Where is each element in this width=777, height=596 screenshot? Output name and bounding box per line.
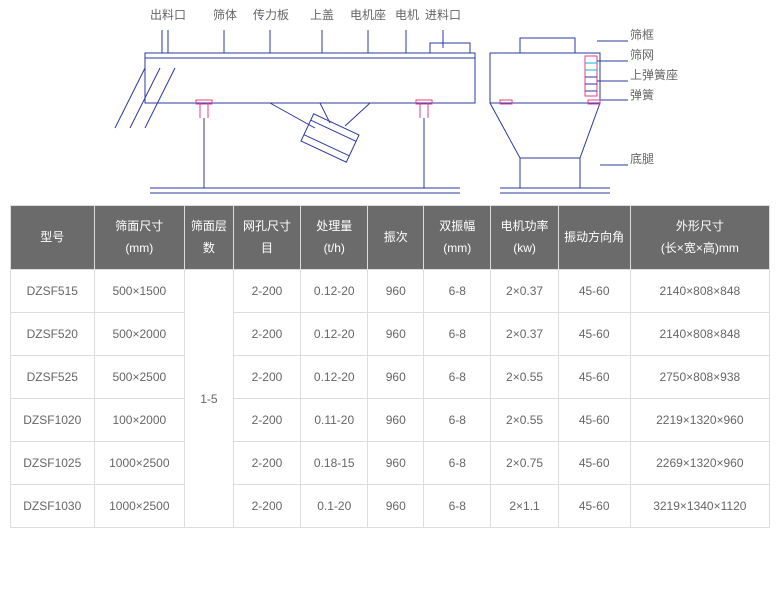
cell-mesh: 2-200 — [233, 399, 300, 442]
cell-angle: 45-60 — [558, 270, 630, 313]
cell-power: 2×0.37 — [491, 270, 558, 313]
cell-mesh: 2-200 — [233, 356, 300, 399]
th-freq: 振次 — [368, 206, 424, 270]
cell-dim: 2219×1320×960 — [630, 399, 769, 442]
th-angle: 振动方向角 — [558, 206, 630, 270]
cell-amp: 6-8 — [424, 313, 491, 356]
cell-model: DZSF520 — [11, 313, 95, 356]
cell-cap: 0.1-20 — [301, 485, 368, 528]
label-frame: 筛框 — [630, 26, 654, 43]
cell-size: 500×1500 — [94, 270, 185, 313]
table-header-row: 型号 筛面尺寸(mm) 筛面层数 网孔尺寸目 处理量(t/h) 振次 双振幅(m… — [11, 206, 770, 270]
cell-freq: 960 — [368, 270, 424, 313]
cell-size: 500×2000 — [94, 313, 185, 356]
table-row: DZSF515500×15001-52-2000.12-209606-82×0.… — [11, 270, 770, 313]
th-capacity: 处理量(t/h) — [301, 206, 368, 270]
cell-dim: 2140×808×848 — [630, 270, 769, 313]
cell-freq: 960 — [368, 356, 424, 399]
cell-size: 1000×2500 — [94, 485, 185, 528]
cell-power: 2×0.75 — [491, 442, 558, 485]
cell-model: DZSF515 — [11, 270, 95, 313]
cell-freq: 960 — [368, 399, 424, 442]
cell-model: DZSF525 — [11, 356, 95, 399]
th-power: 电机功率(kw) — [491, 206, 558, 270]
cell-angle: 45-60 — [558, 399, 630, 442]
cell-angle: 45-60 — [558, 485, 630, 528]
table-row: DZSF10251000×2500 2-2000.18-159606-82×0.7… — [11, 442, 770, 485]
cell-amp: 6-8 — [424, 356, 491, 399]
table-row: DZSF520500×2000 2-2000.12-209606-82×0.374… — [11, 313, 770, 356]
diagram-svg — [0, 8, 777, 208]
cell-mesh: 2-200 — [233, 485, 300, 528]
cell-power: 2×0.55 — [491, 356, 558, 399]
cell-model: DZSF1020 — [11, 399, 95, 442]
cell-model: DZSF1025 — [11, 442, 95, 485]
cell-angle: 45-60 — [558, 356, 630, 399]
table-row: DZSF10301000×2500 2-2000.1-209606-82×1.14… — [11, 485, 770, 528]
cell-cap: 0.18-15 — [301, 442, 368, 485]
label-spring: 弹簧 — [630, 86, 654, 103]
label-body: 筛体 — [213, 6, 237, 23]
cell-cap: 0.12-20 — [301, 313, 368, 356]
cell-mesh: 2-200 — [233, 313, 300, 356]
label-inlet: 进料口 — [425, 6, 461, 23]
cell-amp: 6-8 — [424, 442, 491, 485]
cell-amp: 6-8 — [424, 270, 491, 313]
label-motor: 电机 — [395, 6, 419, 23]
cell-model: DZSF1030 — [11, 485, 95, 528]
label-mesh: 筛网 — [630, 46, 654, 63]
cell-layers: 1-5 — [185, 270, 234, 528]
cell-dim: 3219×1340×1120 — [630, 485, 769, 528]
cell-freq: 960 — [368, 313, 424, 356]
spec-table: 型号 筛面尺寸(mm) 筛面层数 网孔尺寸目 处理量(t/h) 振次 双振幅(m… — [10, 205, 770, 528]
cell-cap: 0.11-20 — [301, 399, 368, 442]
cell-cap: 0.12-20 — [301, 270, 368, 313]
label-base-leg: 底腿 — [630, 150, 654, 167]
label-cover: 上盖 — [310, 6, 334, 23]
cell-amp: 6-8 — [424, 485, 491, 528]
cell-size: 1000×2500 — [94, 442, 185, 485]
cell-size: 500×2500 — [94, 356, 185, 399]
cell-mesh: 2-200 — [233, 442, 300, 485]
th-model: 型号 — [11, 206, 95, 270]
label-upper-spring-seat: 上弹簧座 — [630, 66, 678, 83]
th-layers: 筛面层数 — [185, 206, 234, 270]
cell-dim: 2269×1320×960 — [630, 442, 769, 485]
cell-freq: 960 — [368, 442, 424, 485]
label-motor-seat: 电机座 — [350, 6, 386, 23]
th-mesh: 网孔尺寸目 — [233, 206, 300, 270]
cell-power: 2×1.1 — [491, 485, 558, 528]
cell-amp: 6-8 — [424, 399, 491, 442]
cell-dim: 2140×808×848 — [630, 313, 769, 356]
th-screen-size: 筛面尺寸(mm) — [94, 206, 185, 270]
cell-power: 2×0.55 — [491, 399, 558, 442]
cell-angle: 45-60 — [558, 442, 630, 485]
machine-diagram: 出料口 筛体 传力板 上盖 电机座 电机 进料口 筛框 筛网 上弹簧座 弹簧 底… — [0, 0, 777, 200]
th-amplitude: 双振幅(mm) — [424, 206, 491, 270]
cell-freq: 960 — [368, 485, 424, 528]
label-force-plate: 传力板 — [253, 6, 289, 23]
cell-cap: 0.12-20 — [301, 356, 368, 399]
cell-size: 100×2000 — [94, 399, 185, 442]
table-row: DZSF1020100×2000 2-2000.11-209606-82×0.55… — [11, 399, 770, 442]
label-outlet: 出料口 — [150, 6, 186, 23]
cell-dim: 2750×808×938 — [630, 356, 769, 399]
cell-mesh: 2-200 — [233, 270, 300, 313]
th-dimensions: 外形尺寸(长×宽×高)mm — [630, 206, 769, 270]
table-row: DZSF525500×2500 2-2000.12-209606-82×0.554… — [11, 356, 770, 399]
cell-angle: 45-60 — [558, 313, 630, 356]
cell-power: 2×0.37 — [491, 313, 558, 356]
